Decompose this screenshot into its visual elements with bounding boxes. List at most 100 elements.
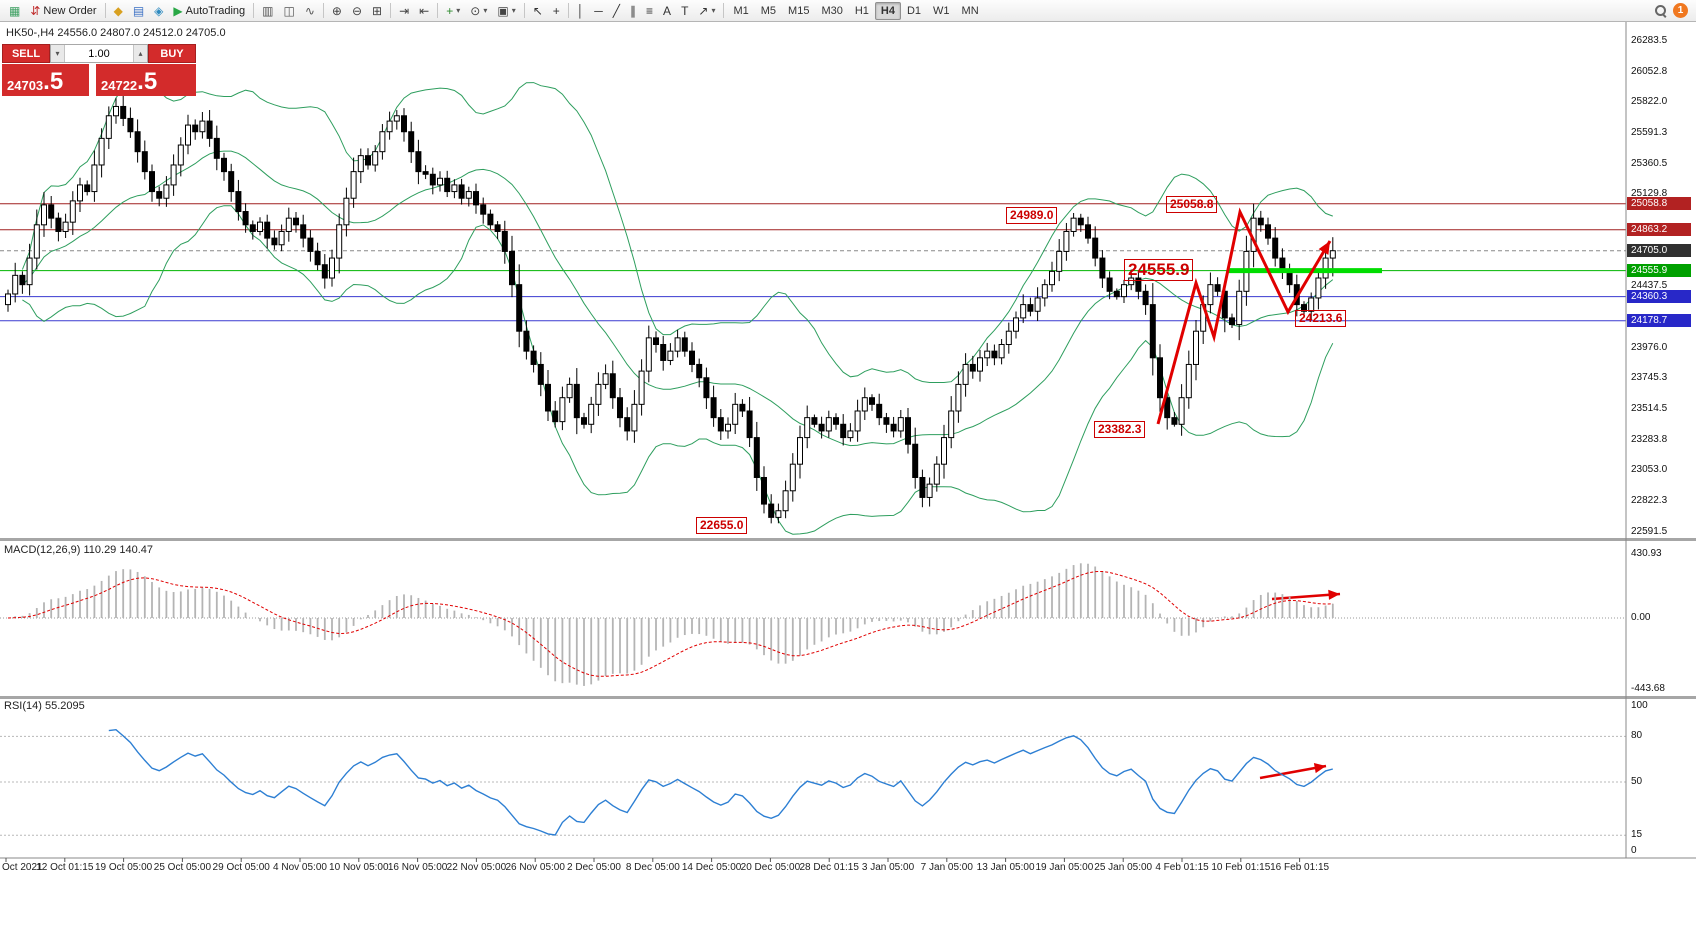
indicators-button-dropdown-icon: ▾ xyxy=(456,6,461,15)
time-axis-label: 3 Jan 05:00 xyxy=(861,862,915,873)
time-axis[interactable]: Oct 2021 12 Oct 01:15 19 Oct 05:00 25 Oct 0… xyxy=(0,861,1627,877)
zoom-in-button[interactable]: ⊕ xyxy=(327,1,347,20)
text-button[interactable]: A xyxy=(658,1,676,20)
timeframe-button-mn[interactable]: MN xyxy=(961,4,979,17)
price-axis-label: 25360.5 xyxy=(1631,157,1668,169)
bar-chart-button[interactable]: ▥ xyxy=(257,1,278,20)
fibonacci-button[interactable]: ≡ xyxy=(641,1,658,20)
rsi-axis-label: 100 xyxy=(1631,700,1648,711)
price-badge: 24863.2 xyxy=(1627,223,1691,237)
time-axis-label: 14 Dec 05:00 xyxy=(681,862,742,873)
sell-price-display[interactable]: 24703.5 xyxy=(2,64,89,96)
indicators-button[interactable]: + ▾ xyxy=(441,1,465,20)
crosshair-button[interactable]: + xyxy=(548,1,565,20)
sell-button[interactable]: SELL xyxy=(2,44,50,63)
trendline-button[interactable]: ╱ xyxy=(608,1,625,20)
rsi-axis-label: 80 xyxy=(1631,730,1643,742)
time-axis-label: 26 Nov 05:00 xyxy=(505,862,565,873)
bollinger-middle xyxy=(22,150,1334,447)
timeframe-button-w1[interactable]: W1 xyxy=(933,4,950,17)
buy-price-dec: .5 xyxy=(137,68,158,95)
chart-plus-icon: ▦ xyxy=(9,3,21,18)
toolbar-separator xyxy=(437,3,439,18)
arrows-button-dropdown-icon: ▾ xyxy=(711,6,716,15)
time-axis-label: 16 Feb 01:15 xyxy=(1270,862,1330,873)
new-chart-button[interactable]: ▦ xyxy=(4,1,25,20)
macd-signal-line xyxy=(7,570,1333,677)
candlestick-chart-button[interactable]: ◫ xyxy=(279,1,300,20)
notification-badge[interactable]: 1 xyxy=(1673,3,1688,18)
timeframe-button-m30[interactable]: M30 xyxy=(821,4,843,17)
strategy-tester-button[interactable]: ◈ xyxy=(149,1,168,20)
price-axis-label: 25591.3 xyxy=(1631,126,1668,138)
vertical-line-button[interactable]: │ xyxy=(572,1,590,20)
frame xyxy=(0,22,1696,862)
metaeditor-icon: ◆ xyxy=(113,3,123,18)
time-axis-label: 28 Dec 01:15 xyxy=(799,862,859,873)
play-icon: ▶ xyxy=(173,3,183,18)
buy-button[interactable]: BUY xyxy=(148,44,196,63)
timeframe-button-m5[interactable]: M5 xyxy=(760,4,777,17)
price-badge: 24555.9 xyxy=(1627,264,1691,278)
periods-button[interactable]: ⊙ ▾ xyxy=(465,1,492,20)
price-axis-label: 26052.8 xyxy=(1631,65,1668,77)
timeframe-button-h1[interactable]: H1 xyxy=(854,4,869,17)
zoom-out-button[interactable]: ⊖ xyxy=(347,1,367,20)
price-axis-label: 26283.5 xyxy=(1631,34,1668,46)
zoom-out-icon: ⊖ xyxy=(351,3,363,18)
auto-scroll-button[interactable]: ⇥ xyxy=(394,1,414,20)
horizontal-line-button[interactable]: ─ xyxy=(589,1,608,20)
volume-input[interactable]: 1.00 xyxy=(88,47,110,60)
volume-decrease-button[interactable]: ▾ xyxy=(51,45,65,62)
price-axis-label: 23514.5 xyxy=(1631,403,1668,415)
time-axis-label: 16 Nov 05:00 xyxy=(387,862,448,873)
time-axis-label: 25 Jan 05:00 xyxy=(1094,862,1153,873)
price-axis-label: 25129.8 xyxy=(1631,188,1668,200)
timeframe-button-m1[interactable]: M1 xyxy=(733,4,749,17)
toolbar-separator xyxy=(104,3,106,18)
price-badge: 24360.3 xyxy=(1627,290,1691,304)
price-axis[interactable]: 26283.5 26052.8 25822.0 25591.3 25360.5 25129… xyxy=(1627,0,1696,946)
volume-increase-button[interactable]: ▴ xyxy=(133,45,147,62)
bar-chart-icon: ▥ xyxy=(262,3,274,18)
autotrading-button[interactable]: ▶ AutoTrading xyxy=(168,1,250,20)
channel-button[interactable]: ∥ xyxy=(625,1,641,20)
tile-windows-button[interactable]: ⊞ xyxy=(367,1,387,20)
templates-button[interactable]: ▣ ▾ xyxy=(492,1,520,20)
buy-price-display[interactable]: 24722.5 xyxy=(96,64,196,96)
rsi-line xyxy=(108,728,1333,836)
price-axis-label: 22591.5 xyxy=(1631,525,1668,537)
arrow-tools-icon: ↗ xyxy=(698,3,709,18)
rsi-pane xyxy=(0,728,1626,836)
new-order-icon: ⇵ xyxy=(30,3,41,18)
toolbar-separator xyxy=(322,3,324,18)
timeframe-button-d1[interactable]: D1 xyxy=(906,4,922,17)
arrows-button[interactable]: ↗ ▾ xyxy=(693,1,720,20)
channel-icon: ∥ xyxy=(630,3,637,18)
timeframe-button-h4[interactable]: H4 xyxy=(874,1,901,20)
auto-scroll-icon: ⇥ xyxy=(399,3,410,18)
chart-shift-button[interactable]: ⇤ xyxy=(414,1,434,20)
time-axis-label: 13 Jan 05:00 xyxy=(976,862,1035,873)
toolbar-right-group: 1 xyxy=(1655,3,1692,18)
line-chart-button[interactable]: ∿ xyxy=(300,1,320,20)
terminal-button[interactable]: ▤ xyxy=(128,1,149,20)
price-axis-label: 23745.3 xyxy=(1631,372,1668,384)
rsi-axis-label: 50 xyxy=(1631,776,1643,787)
new-order-button[interactable]: ⇵ New Order xyxy=(25,1,101,20)
time-axis-label: 4 Nov 05:00 xyxy=(273,862,327,873)
time-axis-label: 10 Nov 05:00 xyxy=(329,862,389,873)
text-label-button[interactable]: T xyxy=(676,1,693,20)
timeframe-button-m15[interactable]: M15 xyxy=(788,4,810,17)
sell-price-dec: .5 xyxy=(43,68,64,95)
metaeditor-button[interactable]: ◆ xyxy=(109,1,128,20)
search-icon[interactable] xyxy=(1655,4,1667,17)
rsi-label: RSI(14) 55.2095 xyxy=(4,700,85,712)
toolbar-separator xyxy=(523,3,525,18)
cursor-button[interactable]: ↖ xyxy=(528,1,548,20)
time-axis-label: 8 Dec 05:00 xyxy=(625,862,680,873)
toolbar: ▦ ⇵ New Order ◆ ▤ ◈ ▶ AutoTrading ▥ ◫ ∿ ⊕ ⊖ ⊞ ⇥ ⇤ + ▾ ⊙ ▾ ▣ ▾… xyxy=(0,0,1696,22)
macd-axis-label: 430.93 xyxy=(1631,548,1662,559)
